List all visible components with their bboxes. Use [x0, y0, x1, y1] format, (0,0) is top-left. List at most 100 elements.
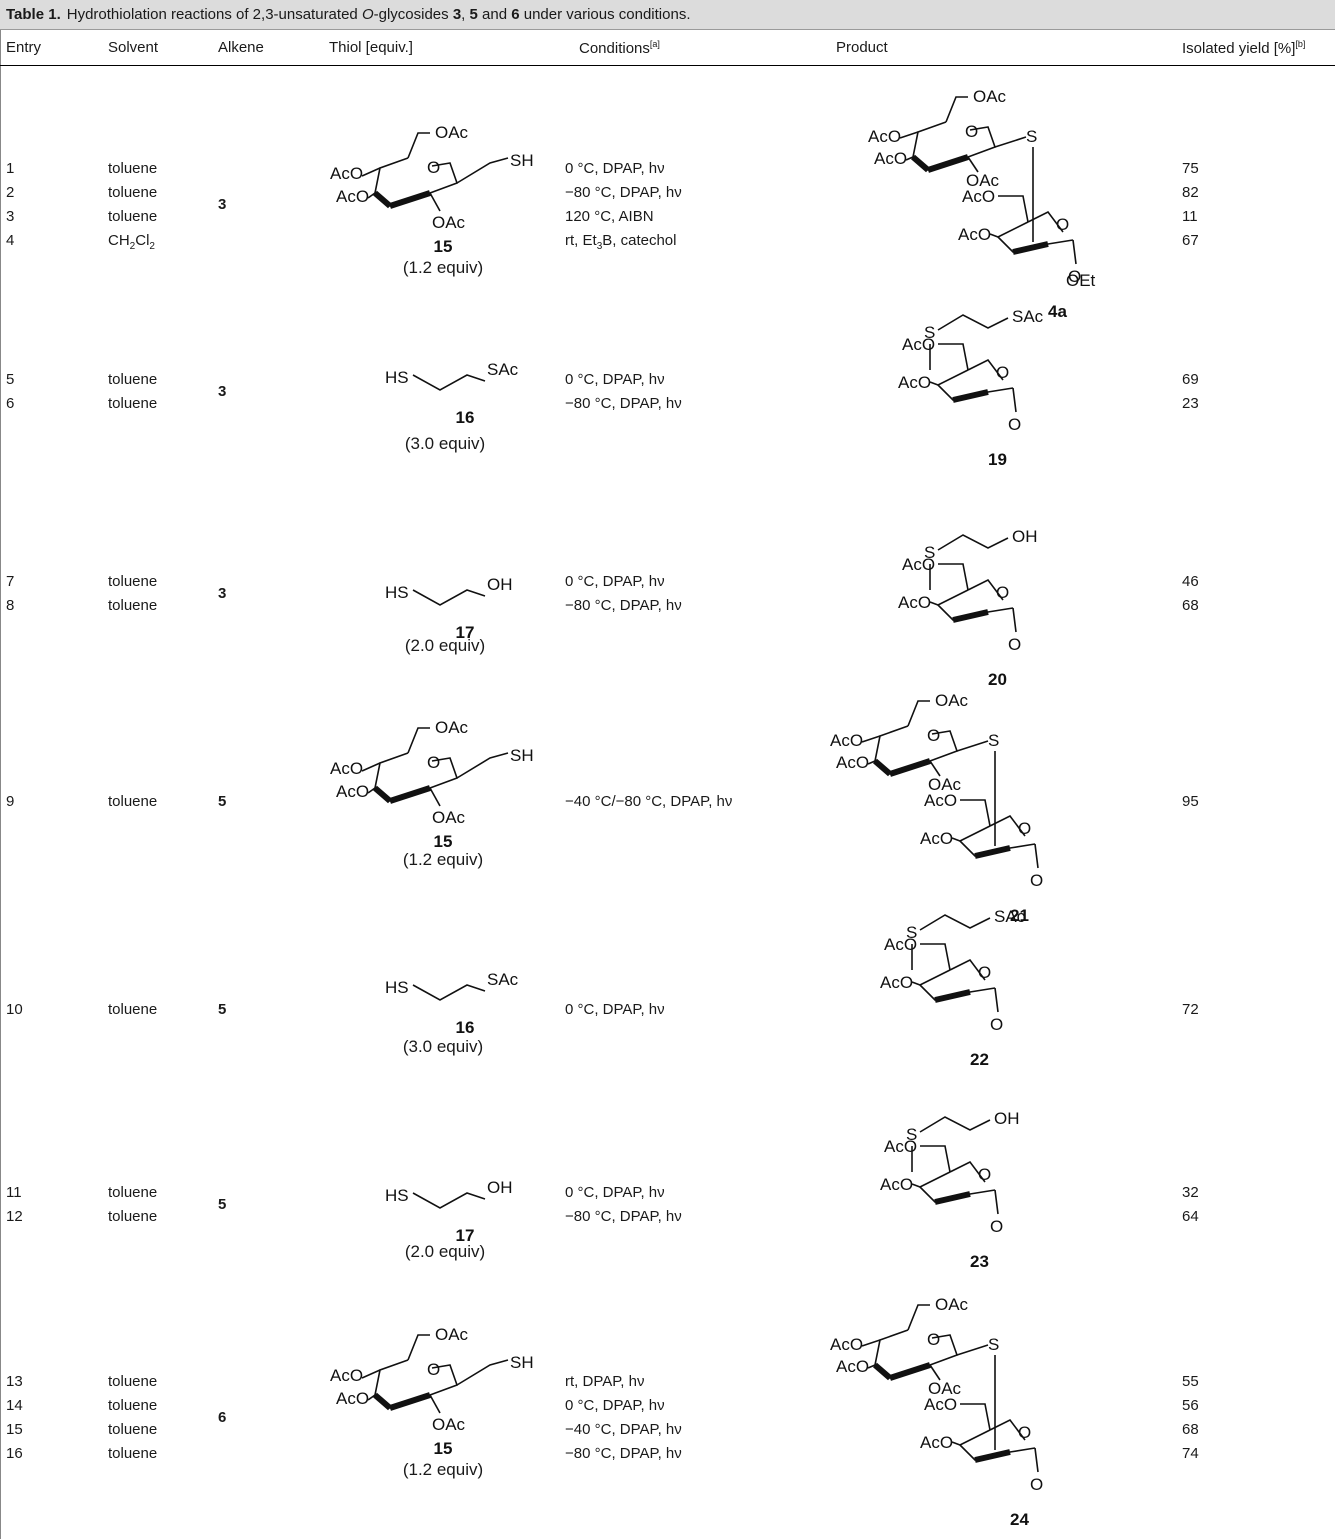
- atom-label: O: [978, 963, 991, 982]
- atom-label: S: [988, 1335, 999, 1354]
- thiol-equiv: (1.2 equiv): [402, 850, 484, 869]
- atom-label: SAc: [487, 360, 519, 379]
- conditions-cell: −80 °C, DPAP, hν: [565, 597, 682, 614]
- atom-label: AcO: [880, 1175, 913, 1194]
- thiol-id: 17: [456, 1226, 475, 1245]
- bond-line: [934, 989, 971, 1003]
- thiol-structure-17: HS OH 17: [385, 1178, 513, 1245]
- atom-label: AcO: [924, 1395, 957, 1414]
- solvent-cell: toluene: [108, 793, 158, 810]
- conditions-cell: −80 °C, DPAP, hν: [565, 1445, 682, 1462]
- atom-label: OAc: [435, 718, 469, 737]
- atom-label: S: [924, 543, 935, 562]
- solvent-cell: toluene: [108, 160, 158, 177]
- bond-line: [873, 1362, 892, 1381]
- yield-cell: 11: [1182, 208, 1198, 225]
- bond-line: [429, 192, 441, 212]
- table-header: Entry Solvent Alkene Thiol [equiv.] Cond…: [0, 30, 1335, 66]
- entry-number: 3: [6, 208, 15, 225]
- bond-line: [389, 785, 431, 804]
- thiol-equiv: (1.2 equiv): [402, 258, 484, 277]
- solvent-cell: toluene: [108, 395, 158, 412]
- solvent-cell: toluene: [108, 1208, 158, 1225]
- bond-line: [907, 1304, 930, 1331]
- conditions-cell: rt, Et3B, catechol: [565, 232, 677, 252]
- bond-line: [934, 1191, 971, 1205]
- thiol-id: 16: [456, 1018, 475, 1037]
- solvent-cell: toluene: [108, 1184, 158, 1201]
- thiol-structure-16: HS SAc 16: [385, 360, 519, 427]
- thiol-equiv: (1.2 equiv): [402, 1460, 484, 1479]
- bond-line: [899, 131, 919, 139]
- product-id: 20: [988, 670, 1007, 689]
- header-alkene: Alkene: [218, 39, 264, 56]
- bond-line: [373, 785, 392, 804]
- bond-line: [952, 609, 989, 623]
- bond-line: [861, 735, 881, 743]
- atom-label: O: [996, 583, 1009, 602]
- atom-label: AcO: [924, 791, 957, 810]
- solvent-cell: toluene: [108, 1373, 158, 1390]
- solvent-cell: CH2Cl2: [108, 232, 155, 252]
- header-conditions: Conditions[a]: [579, 39, 660, 57]
- header-entry: Entry: [6, 39, 42, 56]
- solvent-cell: toluene: [108, 1397, 158, 1414]
- entry-number: 16: [6, 1445, 23, 1462]
- bond-line: [412, 984, 486, 1001]
- bond-line: [937, 314, 1009, 331]
- product-id: 24: [1010, 1510, 1029, 1529]
- atom-label: O: [1056, 215, 1069, 234]
- bond-line: [867, 1364, 876, 1369]
- bond-line: [998, 195, 1029, 223]
- atom-label: O: [1030, 871, 1043, 890]
- bond-line: [889, 1362, 931, 1381]
- atom-label: O: [427, 753, 440, 772]
- conditions-cell: rt, DPAP, hν: [565, 1373, 645, 1390]
- atom-label: OAc: [432, 213, 466, 232]
- atom-label: AcO: [920, 829, 953, 848]
- bond-line: [373, 190, 392, 209]
- solvent-cell: toluene: [108, 1001, 158, 1018]
- atom-label: AcO: [330, 164, 363, 183]
- bond-line: [956, 1344, 989, 1356]
- conditions-cell: −80 °C, DPAP, hν: [565, 184, 682, 201]
- atom-label: OAc: [935, 691, 969, 710]
- thiol-equiv: (3.0 equiv): [402, 1037, 484, 1056]
- bond-line: [361, 167, 381, 177]
- yield-cell: 32: [1182, 1184, 1199, 1201]
- bond-line: [1072, 239, 1077, 265]
- atom-label: AcO: [336, 782, 369, 801]
- product-id: 21: [1010, 906, 1029, 925]
- atom-label: S: [988, 731, 999, 750]
- atom-label: S: [924, 323, 935, 342]
- yield-cell: 67: [1182, 232, 1199, 249]
- conditions-cell: 0 °C, DPAP, hν: [565, 160, 665, 177]
- bond-line: [994, 1189, 999, 1215]
- atom-label: OH: [994, 1109, 1020, 1128]
- atom-label: AcO: [330, 759, 363, 778]
- bond-line: [945, 96, 968, 123]
- bond-line: [429, 787, 441, 807]
- bond-line: [929, 369, 969, 386]
- bond-line: [889, 758, 931, 777]
- entry-number: 5: [6, 371, 15, 388]
- entry-number: 8: [6, 597, 15, 614]
- solvent-cell: toluene: [108, 1445, 158, 1462]
- alkene-cell: 5: [218, 1001, 227, 1018]
- atom-label: AcO: [898, 373, 931, 392]
- alkene-cell: 3: [218, 585, 227, 602]
- yield-cell: 75: [1182, 160, 1199, 177]
- bond-line: [951, 825, 991, 842]
- solvent-cell: toluene: [108, 208, 158, 225]
- bond-line: [911, 969, 951, 986]
- bond-line: [367, 192, 376, 199]
- conditions-cell: −80 °C, DPAP, hν: [565, 1208, 682, 1225]
- bond-line: [907, 700, 930, 727]
- alkene-cell: 3: [218, 196, 227, 213]
- atom-label: HS: [385, 368, 409, 387]
- atom-label: SH: [510, 1353, 534, 1372]
- bond-line: [929, 589, 969, 606]
- solvent-cell: toluene: [108, 371, 158, 388]
